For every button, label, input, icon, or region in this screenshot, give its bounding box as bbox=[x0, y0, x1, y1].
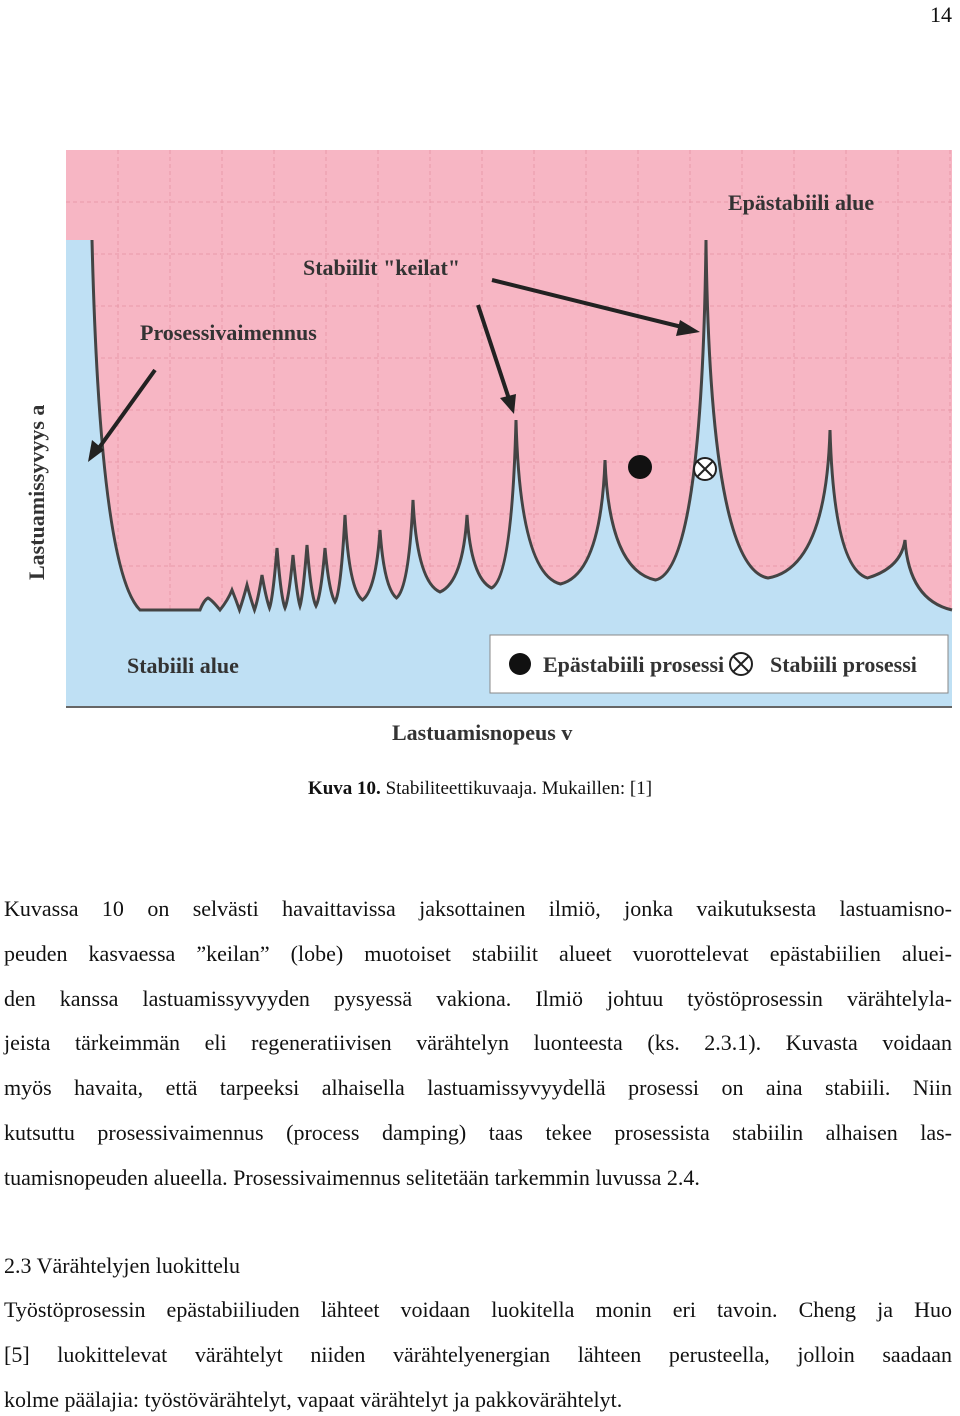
text-line: kutsuttu prosessivaimennus (process damp… bbox=[4, 1120, 952, 1145]
heading: 2.3 Värähtelyjen luokittelu bbox=[4, 1253, 241, 1278]
stable-marker bbox=[693, 457, 717, 481]
region-label: Epästabiili alue bbox=[728, 190, 874, 215]
legend-label: Epästabiili prosessi bbox=[543, 652, 724, 677]
stability-curve bbox=[90, 239, 953, 615]
caption: Kuva 10. Stabiliteettikuvaaja. Mukaillen… bbox=[0, 778, 960, 800]
annotation: Prosessivaimennus bbox=[140, 320, 317, 345]
text-line: Kuvassa 10 on selvästi havaittavissa jak… bbox=[4, 896, 952, 921]
annotation: Stabiilit "keilat" bbox=[303, 255, 460, 280]
caption-text: Stabiliteettikuvaaja. Mukaillen: [1] bbox=[385, 778, 653, 799]
page-number: 14 bbox=[930, 2, 952, 27]
text-line: Työstöprosessin epästabiiliuden lähteet … bbox=[4, 1297, 952, 1322]
arrows bbox=[88, 278, 700, 462]
stable-area bbox=[66, 240, 952, 706]
caption-label: Kuva 10. bbox=[307, 778, 381, 799]
text-line: kolme päälajia: työstövärähtelyt, vapaat… bbox=[4, 1386, 623, 1412]
text-line: den kanssa lastuamissyvyyden pysyessä va… bbox=[4, 985, 952, 1011]
unstable-marker bbox=[628, 455, 652, 479]
text-line: [5] luokittelevat värähtelyt niiden värä… bbox=[4, 1341, 952, 1367]
legend-marker bbox=[729, 652, 753, 676]
axis bbox=[66, 706, 952, 708]
text-line: jeista tärkeimmän eli regeneratiivisen v… bbox=[4, 1030, 952, 1056]
figure: Epästabiili alue Stabiilit "keilat" Pros… bbox=[24, 150, 953, 745]
legend-label: Stabiili prosessi bbox=[770, 652, 917, 677]
axis-label: Lastuamisnopeus v bbox=[392, 720, 572, 745]
axis-label: Lastuamissyvyys a bbox=[24, 405, 49, 580]
text-line: myös havaita, että tarpeeksi alhaisella … bbox=[4, 1075, 952, 1101]
text-line: peuden kasvaessa ”keilan” (lobe) muotois… bbox=[4, 940, 952, 966]
legend-marker bbox=[509, 653, 531, 675]
legend bbox=[489, 634, 949, 694]
region-label: Stabiili alue bbox=[127, 653, 239, 678]
text-line: tuamisnopeuden alueella. Prosessivaimenn… bbox=[4, 1164, 700, 1190]
